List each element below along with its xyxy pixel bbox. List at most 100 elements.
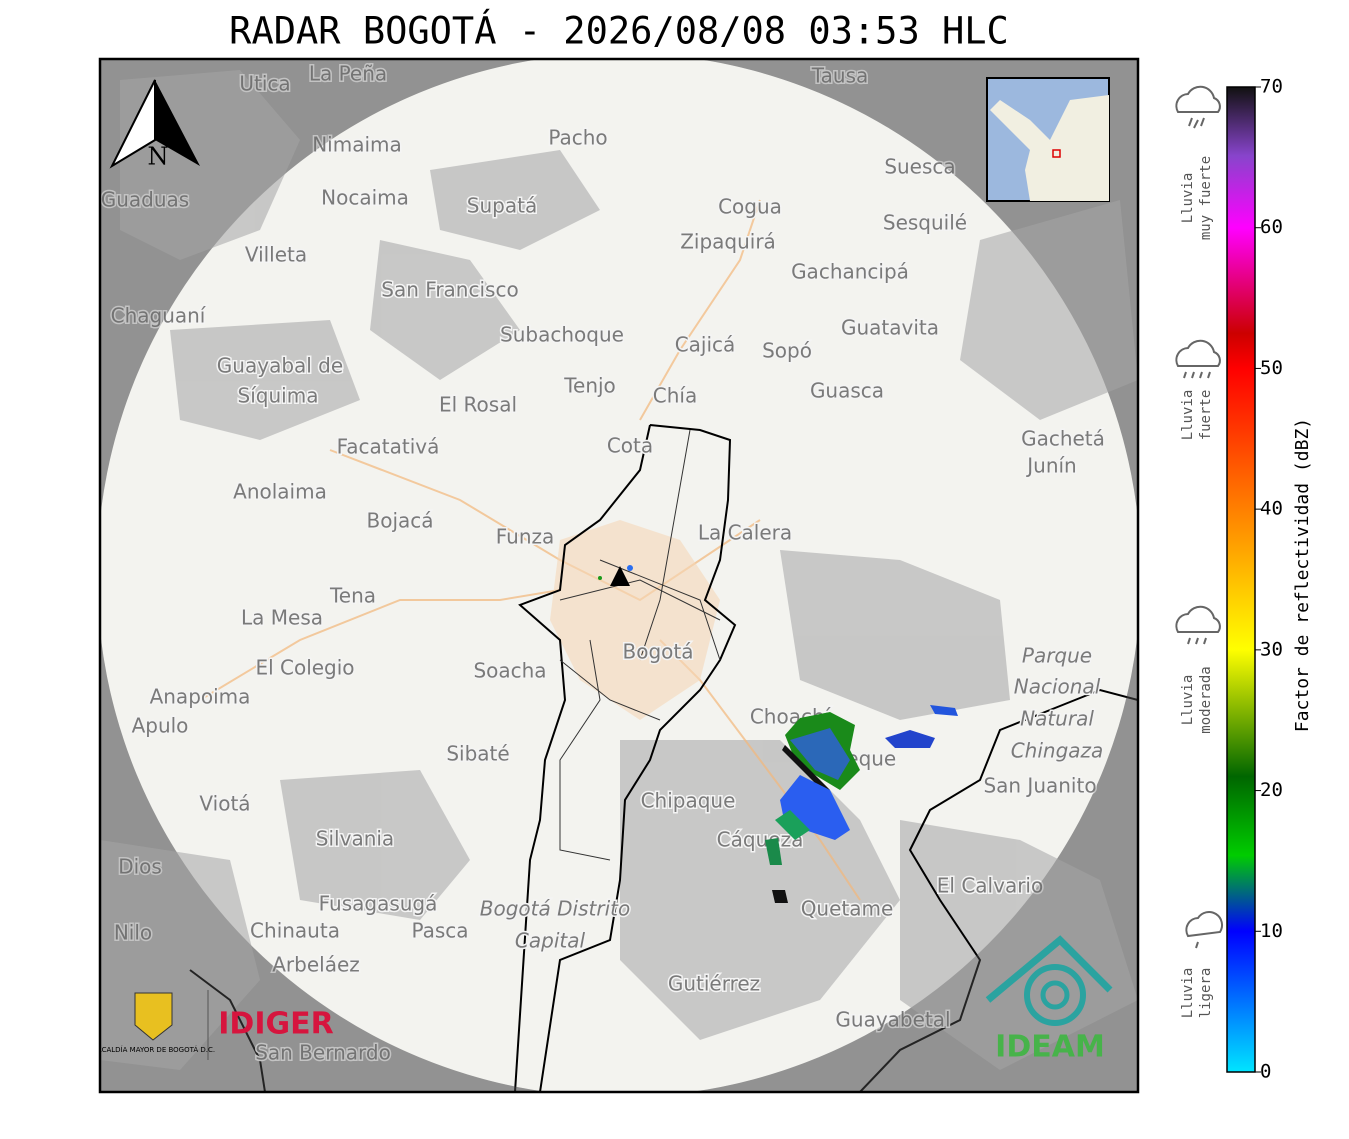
place-label: Bogotá Distrito [480,897,630,921]
place-label: Arbeláez [272,953,360,977]
place-label: Suesca [884,155,955,179]
place-labels: La Peña Utica Tausa Pacho Nimaima Nocaima Supa… [100,60,1106,1066]
rain-category: Lluvia [1180,968,1196,1019]
place-label: Tenjo [563,374,616,398]
logo-alcaldia: ALCALDÍA MAYOR DE BOGOTÁ D.C. IDIGER [100,990,334,1060]
place-label: Zipaquirá [680,230,776,254]
place-label: Viotá [199,792,250,816]
place-label: Guaduas [101,188,189,212]
place-label: El Colegio [255,656,354,680]
place-label: Sesquilé [883,211,967,235]
place-label: Silvania [316,827,394,851]
colorbar-tick-label: 60 [1260,216,1283,238]
place-label: Sibaté [446,742,509,766]
place-label: Junín [1025,454,1076,478]
place-label: Cajicá [675,333,736,357]
place-label: Chía [653,384,697,408]
rain-category: Lluvia [1180,675,1196,726]
place-label: Utica [239,72,290,96]
place-label: Chingaza [1011,739,1104,763]
radar-echoes [598,565,958,903]
place-label: Guayabetal [835,1008,950,1032]
title: RADAR BOGOTÁ - 2026/08/08 03:53 HLC [229,9,1009,53]
rain-category: Lluvia [1180,173,1196,224]
place-label: Guayabal de [217,354,343,378]
place-label: Fusagasugá [319,892,438,916]
place-label: Nacional [1014,675,1101,699]
place-label: El Rosal [439,393,517,417]
place-label: Villeta [245,243,307,267]
place-label: Sopó [762,339,812,363]
rain-icons [1175,85,1223,938]
place-label: La Peña [309,62,387,86]
colorbar-tick-label: 0 [1260,1061,1271,1083]
place-label: Facatativá [337,435,440,459]
north-arrow: N [109,79,200,171]
place-label: Nimaima [312,133,402,157]
place-label: Parque [1022,644,1092,668]
place-label: Apulo [132,714,189,738]
place-label: Bogotá [623,640,694,664]
colorbar-tick-label: 70 [1260,76,1283,98]
place-label: Guatavita [841,316,939,340]
north-label: N [148,143,169,171]
place-label: Soacha [473,659,546,683]
place-label: San Francisco [381,278,518,302]
place-label: Dios [118,855,162,879]
place-label: Nilo [114,921,152,945]
inset-map [986,77,1110,202]
rain-category: muy fuerte [1198,156,1214,240]
place-label: Chaguaní [111,304,207,328]
place-label: Anolaima [233,480,327,504]
place-label: La Calera [698,521,792,545]
colorbar-tick-label: 40 [1260,498,1283,520]
place-label: Gutiérrez [668,972,760,996]
place-label: Supatá [467,194,537,218]
place-label: Quetame [801,897,894,921]
place-label: Pasca [411,919,468,943]
colorbar [1226,86,1256,1073]
place-label: Pacho [548,126,607,150]
place-label: Natural [1020,707,1094,731]
place-label: Chinauta [250,919,340,943]
colorbar-tick-label: 20 [1260,779,1283,801]
place-label: Tausa [811,64,869,88]
urban-area [550,520,720,720]
idiger-text: IDIGER [218,1007,333,1042]
place-label: Bojacá [366,509,433,533]
place-label: Cota [607,434,653,458]
colorbar-tick-label: 30 [1260,638,1283,660]
colorbar-tick-label: 50 [1260,357,1283,379]
place-label: San Bernardo [255,1041,391,1065]
place-label: Capital [515,929,586,953]
map-frame [98,57,1140,1094]
localities [559,429,721,861]
boundaries [189,424,1138,1092]
rain-drops [1183,117,1211,949]
colorbar-label: Factor de reflectividad (dBZ) [1292,418,1313,732]
place-label: Nocaima [321,186,409,210]
place-label: Chipaque [641,789,736,813]
place-label: Cogua [718,195,782,219]
logo-ideam: IDEAM [985,935,1113,1065]
place-label: Gachetá [1021,427,1105,451]
place-label: Gachancipá [791,260,909,284]
place-label: Funza [496,525,555,549]
radar-site [610,566,630,586]
rain-category: ligera [1198,968,1214,1019]
place-label: San Juanito [983,774,1096,798]
place-label: Síquima [238,384,319,408]
place-label: Tena [329,584,376,608]
rain-category: moderada [1198,666,1214,733]
colorbar-ticks: 0 10 20 30 40 50 60 70 [1255,76,1283,1083]
place-label: La Mesa [241,606,323,630]
place-label: El Calvario [937,874,1043,898]
place-label: Guasca [810,379,884,403]
place-label: Subachoque [500,323,624,347]
rain-category: Lluvia [1180,390,1196,441]
